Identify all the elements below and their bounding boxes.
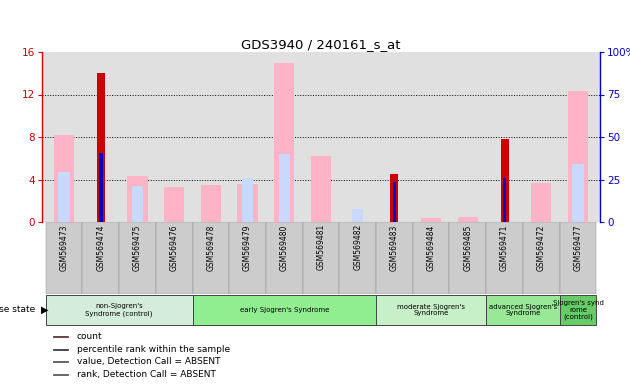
Title: GDS3940 / 240161_s_at: GDS3940 / 240161_s_at: [241, 38, 401, 51]
Text: GSM569483: GSM569483: [390, 224, 399, 271]
Bar: [573, 164, 583, 222]
Text: count: count: [77, 332, 102, 341]
Bar: [83, 222, 119, 294]
Text: GSM569471: GSM569471: [500, 224, 509, 271]
Bar: [278, 154, 290, 222]
Text: non-Sjogren's
Syndrome (control): non-Sjogren's Syndrome (control): [85, 303, 153, 317]
Bar: [53, 374, 68, 375]
Text: GSM569476: GSM569476: [169, 224, 179, 271]
Text: GSM569472: GSM569472: [537, 224, 546, 271]
Bar: [391, 174, 398, 222]
Text: GSM569484: GSM569484: [427, 224, 435, 271]
Bar: [449, 222, 486, 294]
Text: GSM569479: GSM569479: [243, 224, 252, 271]
Bar: [568, 91, 588, 222]
Text: GSM569485: GSM569485: [463, 224, 472, 271]
Bar: [376, 222, 413, 294]
Bar: [500, 139, 508, 222]
Bar: [302, 222, 340, 294]
Bar: [421, 218, 441, 222]
Text: GSM569477: GSM569477: [573, 224, 583, 271]
Bar: [164, 187, 184, 222]
Bar: [193, 222, 229, 294]
Bar: [559, 295, 597, 325]
Bar: [127, 176, 147, 222]
Text: GSM569482: GSM569482: [353, 224, 362, 270]
Bar: [54, 135, 74, 222]
Text: early Sjogren's Syndrome: early Sjogren's Syndrome: [239, 307, 329, 313]
Bar: [458, 217, 478, 222]
Bar: [96, 73, 105, 222]
Bar: [193, 295, 376, 325]
Bar: [413, 222, 449, 294]
Bar: [59, 172, 69, 222]
Text: moderate Sjogren's
Syndrome: moderate Sjogren's Syndrome: [397, 303, 465, 316]
Bar: [45, 295, 193, 325]
Text: value, Detection Call = ABSENT: value, Detection Call = ABSENT: [77, 358, 220, 366]
Bar: [274, 63, 294, 222]
Bar: [201, 185, 221, 222]
Bar: [132, 186, 143, 222]
Bar: [486, 222, 523, 294]
Bar: [266, 222, 302, 294]
Text: ▶: ▶: [41, 305, 49, 315]
Bar: [340, 222, 376, 294]
Bar: [156, 222, 193, 294]
Bar: [119, 222, 156, 294]
Text: GSM569475: GSM569475: [133, 224, 142, 271]
Text: Sjogren's synd
rome
(control): Sjogren's synd rome (control): [553, 300, 604, 320]
Bar: [559, 222, 597, 294]
Bar: [392, 182, 396, 222]
Text: GSM569473: GSM569473: [59, 224, 69, 271]
Text: disease state: disease state: [0, 306, 36, 314]
Bar: [99, 153, 103, 222]
Text: rank, Detection Call = ABSENT: rank, Detection Call = ABSENT: [77, 370, 215, 379]
Bar: [352, 209, 364, 222]
Text: GSM569481: GSM569481: [316, 224, 326, 270]
Bar: [531, 183, 551, 222]
Text: GSM569474: GSM569474: [96, 224, 105, 271]
Bar: [53, 336, 68, 337]
Bar: [242, 179, 253, 222]
Bar: [229, 222, 266, 294]
Bar: [45, 222, 83, 294]
Bar: [311, 156, 331, 222]
Bar: [53, 361, 68, 362]
Text: percentile rank within the sample: percentile rank within the sample: [77, 345, 230, 354]
Bar: [53, 349, 68, 350]
Bar: [238, 184, 258, 222]
Bar: [486, 295, 559, 325]
Bar: [376, 295, 486, 325]
Bar: [503, 179, 507, 222]
Text: advanced Sjogren's
Syndrome: advanced Sjogren's Syndrome: [489, 303, 557, 316]
Text: GSM569478: GSM569478: [207, 224, 215, 271]
Text: GSM569480: GSM569480: [280, 224, 289, 271]
Bar: [523, 222, 559, 294]
